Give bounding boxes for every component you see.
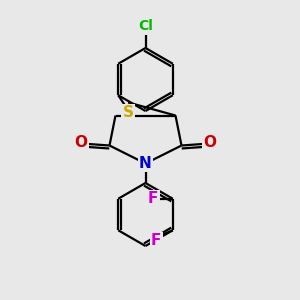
Text: S: S xyxy=(123,106,134,120)
Text: O: O xyxy=(203,135,217,150)
Text: Cl: Cl xyxy=(138,20,153,33)
Text: O: O xyxy=(74,135,88,150)
Text: F: F xyxy=(148,191,158,206)
Text: N: N xyxy=(139,156,152,171)
Text: F: F xyxy=(151,233,161,248)
